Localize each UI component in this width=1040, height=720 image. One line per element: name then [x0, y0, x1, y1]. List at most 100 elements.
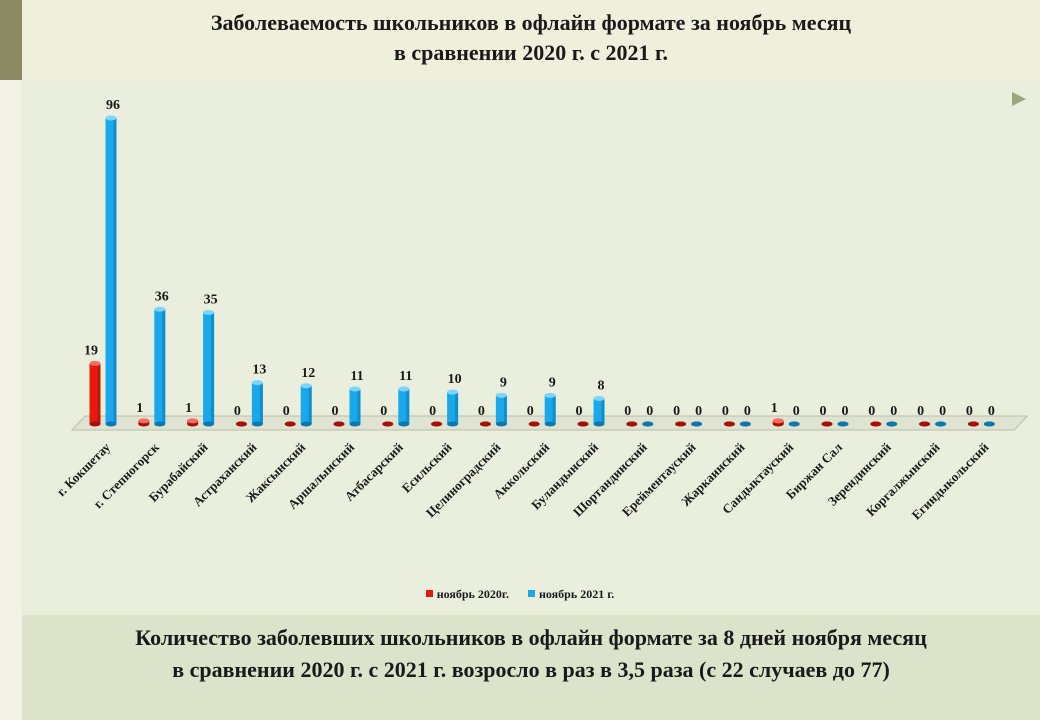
bar-2020-12-cap — [675, 421, 687, 427]
data-label-2021-8: 9 — [500, 375, 507, 390]
data-label-2020-14: 1 — [771, 401, 778, 416]
data-label-2021-4: 12 — [301, 366, 315, 381]
decorative-arrow-icon — [1012, 92, 1026, 106]
bar-2021-7-base — [447, 421, 459, 427]
bar-2021-7-shade — [455, 392, 459, 424]
bar-2021-0-shade — [113, 118, 117, 424]
data-label-2020-17: 0 — [917, 404, 924, 419]
bar-2021-13-cap — [739, 421, 751, 427]
bar-2021-10-body — [593, 398, 605, 424]
data-label-2021-16: 0 — [890, 404, 897, 419]
data-label-2020-3: 0 — [234, 404, 241, 419]
bar-2021-6-cap — [398, 386, 410, 392]
data-label-2021-5: 11 — [350, 369, 363, 384]
bar-2021-8-base — [495, 421, 507, 427]
left-accent-strip — [0, 0, 22, 80]
data-label-2020-8: 0 — [478, 404, 485, 419]
bar-2020-18-cap — [967, 421, 979, 427]
data-label-2020-4: 0 — [283, 404, 290, 419]
bar-2021-9-base — [544, 421, 556, 427]
bar-2020-16-cap — [870, 421, 882, 427]
bar-2020-2-cap — [187, 418, 199, 424]
bar-2021-2-body — [203, 312, 215, 424]
left-band — [0, 0, 22, 720]
bar-2021-6-base — [398, 421, 410, 427]
bar-2020-3-cap — [235, 421, 247, 427]
data-label-2021-1: 36 — [155, 289, 169, 304]
data-label-2020-11: 0 — [624, 404, 631, 419]
bar-2021-4-base — [300, 421, 312, 427]
slide-title-line2: в сравнении 2020 г. с 2021 г. — [393, 40, 668, 65]
bar-2021-14-cap — [788, 421, 800, 427]
bar-2021-11-cap — [642, 421, 654, 427]
bar-2021-5-body — [349, 388, 361, 424]
data-label-2020-18: 0 — [966, 404, 973, 419]
footer-summary-line1: Количество заболевших школьников в офлай… — [135, 625, 927, 650]
bar-2021-10-base — [593, 421, 605, 427]
bar-2021-5-base — [349, 421, 361, 427]
data-label-2021-10: 8 — [598, 379, 605, 394]
data-label-2021-7: 10 — [448, 372, 462, 387]
data-label-2020-2: 1 — [185, 401, 192, 416]
legend-swatch-2020 — [425, 590, 433, 597]
bar-2021-8-cap — [495, 392, 507, 398]
bar-2021-1-base — [154, 421, 166, 427]
data-label-2020-7: 0 — [429, 404, 436, 419]
bar-2021-1-shade — [162, 309, 166, 424]
bar-2021-0-body — [105, 118, 117, 424]
bar-2021-2-base — [203, 421, 215, 427]
bar-2021-3-base — [251, 421, 263, 427]
bar-2020-10-cap — [577, 421, 589, 427]
bar-2021-3-body — [251, 382, 263, 424]
data-label-2020-5: 0 — [332, 404, 339, 419]
bar-2021-9-body — [544, 395, 556, 424]
data-label-2021-15: 0 — [842, 404, 849, 419]
bar-2020-13-cap — [723, 421, 735, 427]
slide-title-line1: Заболеваемость школьников в офлайн форма… — [210, 10, 852, 35]
data-label-2021-12: 0 — [695, 404, 702, 419]
legend-item-2021: ноябрь 2021 г. — [528, 587, 614, 602]
bar-2021-18-cap — [983, 421, 995, 427]
footer-summary-line2: в сравнении 2020 г. с 2021 г. возросло в… — [172, 657, 890, 682]
bar-2021-7-cap — [447, 389, 459, 395]
bar-2021-5-cap — [349, 386, 361, 392]
bar-2021-12-cap — [691, 421, 703, 427]
data-label-2021-18: 0 — [988, 404, 995, 419]
bar-2021-2-cap — [203, 309, 215, 315]
bar-2020-5-cap — [333, 421, 345, 427]
data-label-2021-3: 13 — [252, 363, 266, 378]
bar-2021-3-shade — [259, 382, 263, 424]
data-label-2021-6: 11 — [399, 369, 412, 384]
bar-2020-9-cap — [528, 421, 540, 427]
bar-2020-8-cap — [479, 421, 491, 427]
bar-2021-9-shade — [552, 395, 556, 424]
bar-2021-16-cap — [886, 421, 898, 427]
slide-title: Заболеваемость школьников в офлайн форма… — [22, 8, 1040, 68]
bar-2021-10-cap — [593, 396, 605, 401]
bar-2020-0-shade — [97, 363, 101, 424]
bar-2021-0-cap — [105, 115, 117, 121]
bar-2021-1-body — [154, 309, 166, 424]
bar-2021-0-base — [105, 421, 117, 427]
data-label-2020-6: 0 — [380, 404, 387, 419]
bar-2020-4-cap — [284, 421, 296, 427]
footer-summary: Количество заболевших школьников в офлай… — [22, 622, 1040, 686]
bar-2021-8-body — [495, 395, 507, 424]
data-label-2020-12: 0 — [673, 404, 680, 419]
bar-2021-4-cap — [300, 383, 312, 389]
legend-swatch-2021 — [528, 590, 535, 597]
bar-2021-3-cap — [251, 380, 263, 386]
data-label-2021-17: 0 — [939, 404, 946, 419]
bar-2020-0-cap — [89, 360, 101, 366]
data-label-2020-0: 19 — [84, 343, 98, 358]
data-label-2020-15: 0 — [820, 404, 827, 419]
chart-legend: ноябрь 2020г. ноябрь 2021 г. — [0, 587, 1040, 602]
data-label-2020-10: 0 — [576, 404, 583, 419]
bar-2021-6-body — [398, 388, 410, 424]
bar-2021-2-shade — [211, 312, 215, 424]
chart-panel — [22, 80, 1040, 615]
bar-2021-17-cap — [935, 421, 947, 427]
bar-2021-7-body — [447, 392, 459, 424]
bar-2020-7-cap — [431, 421, 443, 427]
bar-2020-6-cap — [382, 421, 394, 427]
